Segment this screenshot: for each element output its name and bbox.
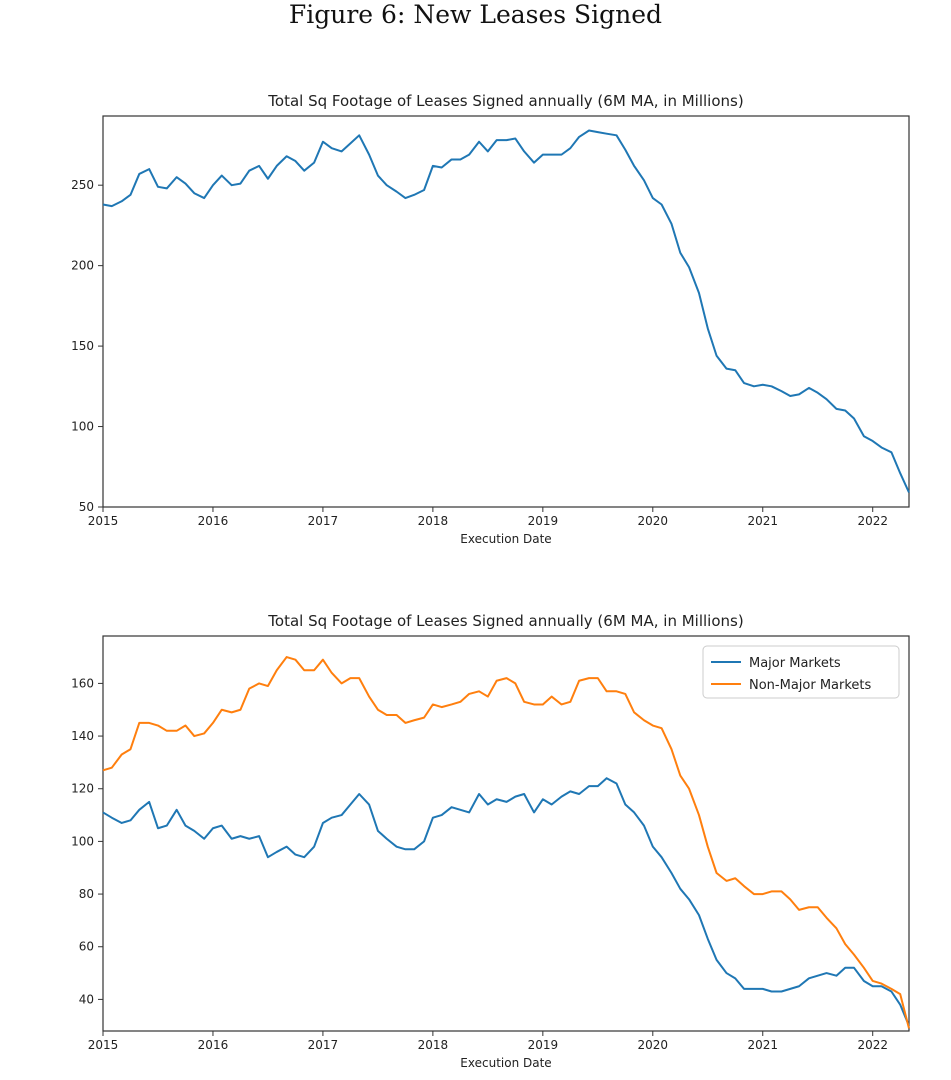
x-tick-label: 2015 (88, 514, 119, 528)
chart-title: Total Sq Footage of Leases Signed annual… (267, 92, 743, 110)
y-tick-label: 60 (79, 940, 94, 954)
chart-title: Total Sq Footage of Leases Signed annual… (267, 612, 743, 630)
series-line-total (102, 129, 910, 493)
series-line-non-major-markets (102, 656, 910, 1029)
legend-label: Non-Major Markets (749, 678, 872, 693)
y-tick-label: 250 (71, 178, 94, 192)
x-tick-label: 2017 (308, 514, 339, 528)
y-tick-label: 100 (71, 834, 94, 848)
y-tick-label: 120 (71, 782, 94, 796)
x-tick-label: 2022 (857, 1038, 888, 1052)
x-tick-label: 2015 (88, 1038, 119, 1052)
x-tick-label: 2018 (418, 514, 449, 528)
y-tick-label: 100 (71, 420, 94, 434)
x-tick-label: 2017 (308, 1038, 339, 1052)
x-tick-label: 2016 (198, 514, 229, 528)
x-tick-label: 2018 (418, 1038, 449, 1052)
x-tick-label: 2021 (747, 1038, 778, 1052)
x-tick-label: 2021 (747, 514, 778, 528)
y-tick-label: 160 (71, 676, 94, 690)
figure-title: Figure 6: New Leases Signed (288, 0, 663, 29)
x-tick-label: 2022 (857, 514, 888, 528)
y-tick-label: 80 (79, 887, 94, 901)
y-tick-label: 150 (71, 339, 94, 353)
y-tick-label: 40 (79, 992, 94, 1006)
series-line-major-markets (102, 777, 910, 1027)
legend-box (702, 645, 900, 699)
x-axis-label: Execution Date (460, 532, 551, 546)
x-tick-label: 2019 (528, 514, 559, 528)
y-tick-label: 140 (71, 729, 94, 743)
chart-total-leases: Total Sq Footage of Leases Signed annual… (71, 92, 910, 546)
legend-label: Major Markets (749, 656, 841, 671)
y-tick-label: 200 (71, 259, 94, 273)
x-tick-label: 2020 (638, 514, 669, 528)
plot-frame (102, 635, 910, 1032)
y-tick-label: 50 (79, 500, 94, 514)
x-axis-label: Execution Date (460, 1056, 551, 1070)
x-tick-label: 2019 (528, 1038, 559, 1052)
chart-major-vs-nonmajor: Total Sq Footage of Leases Signed annual… (71, 612, 910, 1070)
x-tick-label: 2020 (638, 1038, 669, 1052)
x-tick-label: 2016 (198, 1038, 229, 1052)
plot-frame (102, 115, 910, 508)
